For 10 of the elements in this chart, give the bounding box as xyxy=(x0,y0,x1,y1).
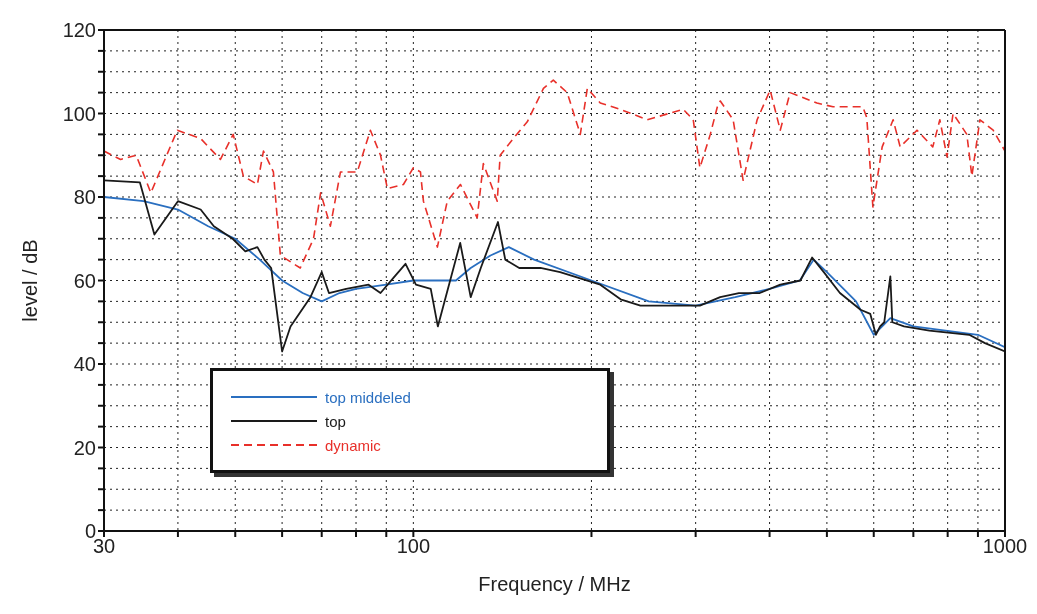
y-tick-label: 40 xyxy=(73,353,96,376)
y-tick-label: 60 xyxy=(73,269,96,292)
x-tick-label: 100 xyxy=(396,535,431,558)
y-tick-label: 20 xyxy=(73,436,96,459)
y-tick-label: 120 xyxy=(62,19,96,42)
y-tick-label: 80 xyxy=(73,186,96,209)
y-tick-label: 100 xyxy=(62,102,96,125)
x-tick-label: 1000 xyxy=(982,535,1028,558)
x-axis-title: Frequency / MHz xyxy=(478,573,631,595)
y-axis-title: level / dB xyxy=(19,239,42,322)
